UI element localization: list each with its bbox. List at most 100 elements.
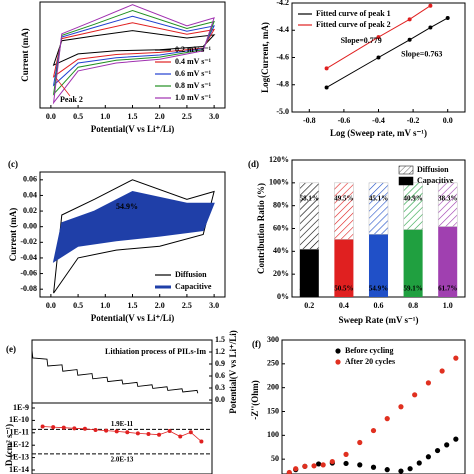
plot-frame	[31, 339, 213, 474]
x-tick-label: 0.8	[408, 301, 418, 310]
x-tick-label: 1.0	[443, 301, 453, 310]
y-axis-label: Contribution Ratio (%)	[256, 183, 266, 274]
x-tick-label: 2.5	[182, 301, 192, 310]
annotation: Slope=0.779	[341, 36, 382, 45]
y-tick-label: 0.00	[23, 222, 37, 231]
bar-value-label: 54.9%	[369, 285, 388, 293]
x-tick-label: -0.2	[407, 116, 420, 125]
x-tick-label: -0.4	[372, 116, 385, 125]
data-point	[125, 430, 130, 435]
y-tick-label: -0.06	[20, 268, 37, 277]
data-point	[199, 439, 204, 444]
data-point	[343, 460, 349, 467]
y-tick-label: 100%	[269, 178, 289, 187]
panel-label: (f)	[252, 339, 261, 349]
bar-value-label: 40.9%	[403, 194, 422, 202]
bar-value-label: 38.3%	[438, 194, 457, 202]
data-point	[407, 17, 412, 22]
legend-label: 1.0 mV s⁻¹	[175, 93, 212, 102]
cv-curve	[52, 30, 216, 67]
data-point	[324, 66, 329, 71]
y-tick-label: -5.0	[276, 107, 289, 116]
data-point	[188, 430, 193, 435]
diffusion-line	[42, 426, 202, 442]
x-tick-label: -0.6	[338, 116, 351, 125]
data-point	[407, 37, 412, 42]
bar-value-label: 45.1%	[369, 194, 388, 202]
cv-curve	[52, 4, 215, 105]
y-tick-label: 1E-12	[9, 440, 29, 449]
y-tick-label: 1E-11	[9, 428, 29, 437]
potential-curve	[31, 349, 199, 394]
y-tick-label: 1E-14	[9, 465, 29, 474]
data-point	[376, 35, 381, 40]
annotation-arrow	[55, 77, 71, 97]
cv-curve	[53, 179, 215, 294]
data-point	[434, 447, 441, 454]
fit-line	[326, 5, 431, 69]
legend-label: Capacitive	[175, 282, 212, 291]
data-point	[114, 429, 119, 434]
y-tick-label: 120%	[269, 155, 289, 164]
data-point	[157, 432, 162, 437]
data-point	[445, 15, 450, 20]
data-point	[370, 427, 377, 434]
legend-label: 0.2 mV s⁻¹	[175, 45, 212, 54]
data-point	[425, 454, 431, 460]
data-point	[439, 368, 445, 374]
legend-label: 0.6 mV s⁻¹	[175, 69, 212, 78]
y-axis-label: Log(Current, mA)	[260, 22, 270, 93]
data-point	[329, 458, 335, 465]
x-tick-label: 0.0	[46, 112, 56, 121]
legend-swatch	[398, 176, 414, 186]
legend-label: Fitted curve of peak 1	[316, 9, 391, 18]
bar-value-label: 59.1%	[403, 285, 422, 293]
y-axis-label: Current (mA)	[8, 208, 18, 262]
x-tick-label: 1.5	[128, 112, 138, 121]
y-tick-label: 300	[267, 335, 279, 344]
data-point	[425, 380, 431, 386]
bar-value-label: 61.7%	[438, 285, 457, 293]
bar-segment	[334, 239, 354, 297]
data-point	[167, 428, 172, 433]
x-axis-label: Log (Sweep rate, mV s⁻¹)	[330, 128, 427, 138]
data-point	[370, 464, 377, 470]
y-tick-label: -4.6	[276, 52, 289, 61]
y-tick-label: 0.0	[215, 395, 225, 404]
bar-segment	[438, 226, 458, 297]
y-axis-label: -Z''(Ohm)	[250, 380, 260, 420]
x-tick-label: 3.0	[209, 301, 219, 310]
data-point	[376, 55, 381, 60]
data-point	[178, 434, 183, 439]
legend-swatch	[335, 348, 341, 354]
x-tick-label: 2.0	[155, 112, 165, 121]
legend-label: Diffusion	[175, 270, 207, 279]
data-point	[82, 426, 87, 431]
x-axis-label: Sweep Rate (mV s⁻¹)	[338, 315, 418, 325]
bar-segment	[299, 249, 319, 297]
data-point	[72, 426, 77, 431]
y-tick-label: 60%	[273, 223, 289, 232]
data-point	[286, 469, 292, 474]
data-point	[357, 462, 363, 468]
plot-frame	[281, 339, 466, 474]
panel-label: (c)	[8, 159, 18, 169]
data-point	[412, 392, 418, 398]
y-tick-label: 0.3	[215, 383, 225, 392]
data-point	[407, 466, 413, 472]
y-tick-label: 250	[267, 359, 279, 368]
legend-label: Capacitive	[417, 176, 454, 185]
y-tick-label: 20%	[273, 269, 289, 278]
data-point	[357, 439, 363, 446]
bar-segment	[368, 234, 389, 297]
y-tick-label: -4.8	[276, 80, 289, 89]
x-tick-label: 0.0	[443, 116, 453, 125]
reference-label: 1.9E-11	[111, 420, 134, 428]
data-point	[428, 25, 433, 30]
data-point	[416, 460, 422, 466]
x-tick-label: -0.8	[303, 116, 316, 125]
y-tick-label: 1E-10	[9, 415, 29, 424]
y-tick-label: 0.06	[23, 175, 37, 184]
data-point	[453, 436, 459, 442]
cv-curve	[52, 22, 216, 78]
